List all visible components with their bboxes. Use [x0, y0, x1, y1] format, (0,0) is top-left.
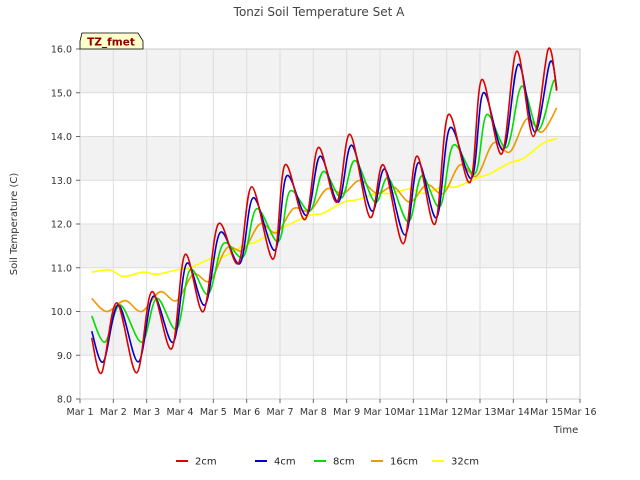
series-line-32cm — [91, 137, 557, 278]
y-tick-label: 13.0 — [51, 176, 72, 187]
grid-band — [80, 224, 580, 268]
y-tick-label: 9.0 — [57, 351, 72, 362]
y-tick-label: 16.0 — [51, 45, 72, 56]
legend-label-4cm: 4cm — [274, 457, 296, 468]
y-tick-label: 14.0 — [51, 132, 72, 143]
legend-label-8cm: 8cm — [333, 457, 355, 468]
tag-box: TZ_fmet — [79, 32, 144, 50]
x-tick-label: Mar 1 — [67, 407, 94, 418]
y-tick-label: 11.0 — [51, 263, 72, 274]
x-tick-label: Mar 6 — [233, 407, 260, 418]
y-tick-label: 15.0 — [51, 88, 72, 99]
x-axis-ticks: Mar 1 Mar 2 Mar 3 Mar 4 Mar 5 Mar 6 Mar 7 Mar 8… — [67, 399, 597, 418]
series-line-16cm — [91, 107, 558, 313]
series-line-8cm — [90, 79, 558, 343]
y-axis-ticks: 8.0 9.0 10.0 11.0 12.0 13.0 14.0 15.0 16.0 — [51, 45, 80, 406]
y-tick-label: 8.0 — [57, 395, 72, 406]
chart-title: Tonzi Soil Temperature Set A — [233, 5, 405, 19]
x-tick-label: Mar 8 — [300, 407, 327, 418]
y-tick-label: 12.0 — [51, 220, 72, 231]
series-layer — [90, 47, 558, 374]
legend-label-32cm: 32cm — [451, 457, 479, 468]
x-tick-label: Mar 3 — [133, 407, 160, 418]
x-tick-label: Mar 15 — [530, 407, 563, 418]
series-line-2cm — [90, 47, 558, 374]
x-tick-label: Mar 5 — [200, 407, 227, 418]
x-tick-label: Mar 9 — [333, 407, 360, 418]
grid-band — [80, 49, 580, 93]
legend-label-16cm: 16cm — [390, 457, 418, 468]
legend: 2cm 4cm 8cm 16cm 32cm — [176, 457, 479, 468]
x-tick-label: Mar 10 — [363, 407, 396, 418]
x-tick-label: Mar 13 — [463, 407, 496, 418]
x-tick-label: Mar 2 — [100, 407, 127, 418]
x-tick-label: Mar 11 — [397, 407, 430, 418]
grid-band — [80, 311, 580, 356]
tag-label: TZ_fmet — [87, 37, 135, 49]
x-tick-label: Mar 7 — [267, 407, 294, 418]
x-tick-label: Mar 4 — [167, 407, 194, 418]
y-tick-label: 10.0 — [51, 307, 72, 318]
legend-label-2cm: 2cm — [195, 457, 217, 468]
x-tick-label: Mar 12 — [430, 407, 463, 418]
y-axis-label: Soil Temperature (C) — [9, 173, 20, 276]
x-tick-label: Mar 16 — [563, 407, 596, 418]
grid-bands — [80, 49, 580, 356]
x-axis-label: Time — [553, 425, 578, 436]
x-tick-label: Mar 14 — [497, 407, 530, 418]
